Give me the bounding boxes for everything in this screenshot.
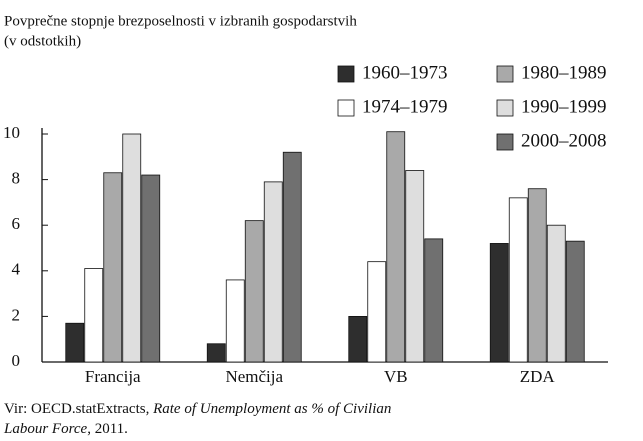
y-tick-label: 6 — [12, 214, 21, 233]
bar — [206, 343, 226, 363]
y-tick-label: 4 — [12, 260, 21, 279]
bar — [527, 188, 547, 363]
bar — [565, 240, 585, 363]
source-line-2: Labour Force, 2011. — [3, 421, 128, 437]
bar — [386, 131, 406, 363]
bar — [225, 279, 245, 363]
legend-swatch — [337, 65, 355, 83]
x-tick-label: ZDA — [520, 367, 556, 386]
source-title-rest: Labour Force — [3, 421, 88, 437]
bar — [489, 243, 509, 363]
x-tick-label: Nemčija — [225, 367, 283, 386]
source: Vir: OECD.statExtracts, Rate of Unemploy… — [4, 401, 391, 417]
legend-label: 1974–1979 — [362, 96, 448, 117]
bar — [103, 172, 123, 363]
legend-swatch — [337, 99, 355, 117]
bar — [348, 315, 368, 363]
y-tick-label: 2 — [12, 305, 21, 324]
source-title-part: Rate of Unemployment as % of Civilian — [152, 401, 391, 417]
bar — [546, 224, 566, 363]
source-suffix: , 2011. — [87, 421, 128, 437]
x-tick-label: VB — [384, 367, 408, 386]
bar — [141, 174, 161, 363]
bar — [244, 220, 264, 363]
bar — [84, 268, 104, 363]
x-tick-label: Francija — [85, 367, 141, 386]
y-tick-label: 10 — [3, 123, 20, 142]
legend-label: 1990–1999 — [521, 96, 607, 117]
legend-label: 1960–1973 — [362, 62, 448, 83]
bar — [367, 261, 387, 363]
bar — [424, 238, 444, 363]
source-prefix: Vir: OECD.statExtracts, — [4, 401, 153, 417]
legend-label: 2000–2008 — [521, 130, 607, 151]
legend-swatch — [496, 99, 514, 117]
y-tick-label: 0 — [12, 351, 21, 370]
bar — [508, 197, 528, 363]
chart-subtitle: (v odstotkih) — [4, 33, 81, 49]
bar — [122, 133, 142, 363]
bar — [65, 322, 85, 363]
legend-label: 1980–1989 — [521, 62, 607, 83]
y-tick-label: 8 — [12, 169, 21, 188]
bar — [263, 181, 283, 363]
bar — [405, 170, 425, 363]
legend-swatch — [496, 133, 514, 151]
chart-title: Povprečne stopnje brezposelnosti v izbra… — [4, 13, 357, 29]
bar — [282, 151, 302, 363]
legend-swatch — [496, 65, 514, 83]
